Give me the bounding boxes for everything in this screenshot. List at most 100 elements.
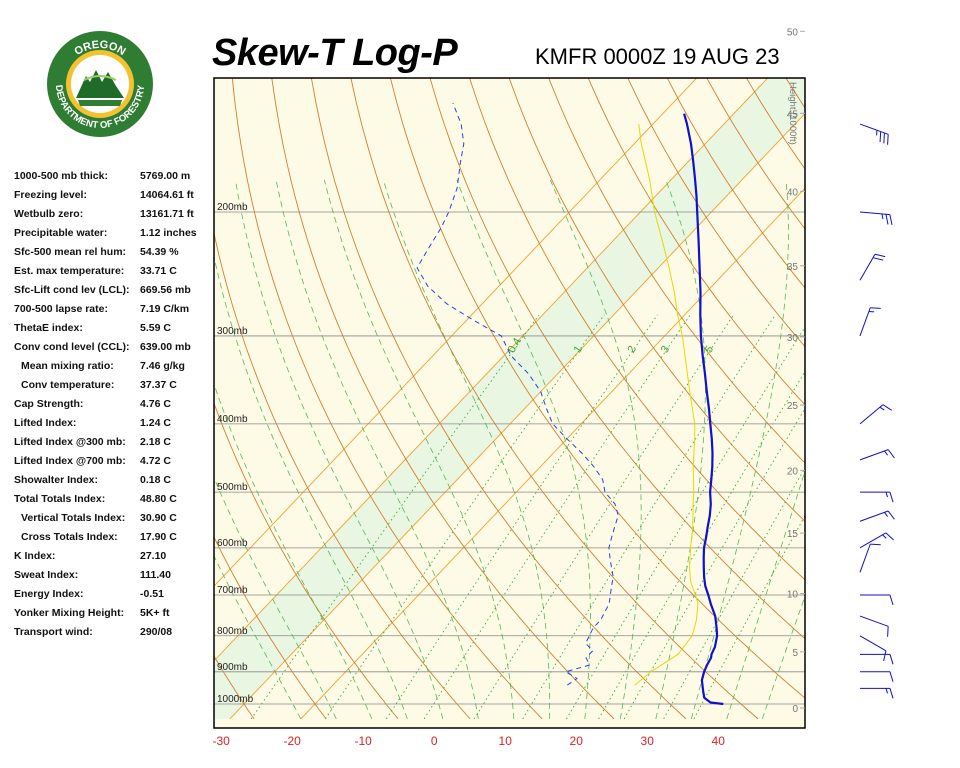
sounding-indices-panel: 1000-500 mb thick: 5769.00 m Freezing leve… <box>14 170 214 645</box>
index-label: Showalter Index: <box>14 474 99 486</box>
height-axis-label: Height (1000ft) <box>787 82 798 145</box>
index-row: 700-500 lapse rate: 7.19 C/km <box>14 303 214 322</box>
temperature-tick-label: 10 <box>499 734 513 748</box>
index-row: Est. max temperature: 33.71 C <box>14 265 214 284</box>
pressure-label: 600mb <box>217 538 248 549</box>
index-row: K Index: 27.10 <box>14 550 214 569</box>
isotherm-line <box>214 78 698 587</box>
mixing-ratio-label: 1 <box>572 344 585 355</box>
wind-barb <box>860 491 894 503</box>
height-tick-label: 35 <box>787 262 799 273</box>
index-label: Conv temperature: <box>21 379 115 391</box>
temperature-tick-label: 30 <box>641 734 655 748</box>
mixing-ratio-line <box>693 515 805 720</box>
dry-adiabat-line <box>587 78 805 406</box>
temperature-tick-label: -30 <box>213 734 231 748</box>
index-row: Yonker Mixing Height: 5K+ ft <box>14 607 214 626</box>
index-value: 30.90 C <box>140 512 177 524</box>
index-label: Freezing level: <box>14 189 87 201</box>
height-tick-label: 25 <box>787 401 799 412</box>
parcel-profile-line <box>634 124 699 686</box>
height-tick-label: 45 <box>787 109 799 120</box>
dry-adiabat-line <box>214 655 255 720</box>
index-value: 17.90 C <box>140 531 177 543</box>
temperature-tick-label: 40 <box>712 734 726 748</box>
index-label: Total Totals Index: <box>14 493 106 505</box>
index-label: 700-500 lapse rate: <box>14 303 108 315</box>
wind-barb <box>860 653 894 665</box>
index-row: Lifted Index: 1.24 C <box>14 417 214 436</box>
index-label: Lifted Index @700 mb: <box>14 455 126 467</box>
index-label: Vertical Totals Index: <box>21 512 126 524</box>
mixing-ratio-line <box>473 314 734 720</box>
index-value: 14064.61 ft <box>140 189 194 201</box>
station-time-label: KMFR 0000Z 19 AUG 23 <box>535 44 780 69</box>
pressure-label: 900mb <box>217 662 248 673</box>
index-label: Sweat Index: <box>14 569 79 581</box>
wind-barb <box>859 635 887 662</box>
moist-adiabat-line <box>214 476 337 720</box>
pressure-label: 400mb <box>217 414 248 425</box>
temperature-tick-label: -10 <box>355 734 373 748</box>
wind-barb <box>859 307 881 337</box>
index-value: 5K+ ft <box>140 607 170 619</box>
mixing-ratio-line <box>663 467 805 720</box>
index-label: Lifted Index @300 mb: <box>14 436 126 448</box>
dry-adiabat-line <box>429 78 805 640</box>
dry-adiabat-line <box>390 78 805 699</box>
dry-adiabat-line <box>231 78 543 720</box>
height-tick-label: 5 <box>792 648 798 659</box>
dry-adiabat-line <box>350 78 759 720</box>
index-value: 0.18 C <box>140 474 171 486</box>
height-tick-label: 15 <box>787 529 799 540</box>
dry-adiabat-line <box>926 0 960 719</box>
index-row: Sweat Index: 111.40 <box>14 569 214 588</box>
dry-adiabat-line <box>548 78 805 464</box>
index-row: 1000-500 mb thick: 5769.00 m <box>14 170 214 189</box>
height-tick-label: 0 <box>792 704 798 715</box>
index-value: 27.10 <box>140 550 167 562</box>
index-row: Conv temperature: 37.37 C <box>14 379 214 398</box>
moist-adiabat-line <box>323 179 515 719</box>
index-row: Transport wind: 290/08 <box>14 626 214 645</box>
index-value: 669.56 mb <box>140 284 191 296</box>
index-row: Cross Totals Index: 17.90 C <box>14 531 214 550</box>
wind-barb <box>859 211 893 225</box>
wind-barb <box>860 687 894 699</box>
index-value: 37.37 C <box>140 379 177 391</box>
index-value: -0.51 <box>140 588 164 600</box>
index-row: Energy Index: -0.51 <box>14 588 214 607</box>
height-tick-label: 50 <box>787 27 799 38</box>
pressure-label: 800mb <box>217 626 248 637</box>
height-tick-label: 10 <box>787 590 799 601</box>
moist-adiabat-line <box>214 383 373 720</box>
index-value: 54.39 % <box>140 246 179 258</box>
index-row: Wetbulb zero: 13161.71 ft <box>14 208 214 227</box>
index-label: Yonker Mixing Height: <box>14 607 125 619</box>
temperature-tick-label: 20 <box>570 734 584 748</box>
index-label: Cap Strength: <box>14 398 84 410</box>
index-row: Sfc-500 mean rel hum: 54.39 % <box>14 246 214 265</box>
plot-frame <box>213 77 806 729</box>
moist-adiabat-line <box>382 179 550 719</box>
mixing-ratio-line <box>522 314 776 720</box>
temperature-tick-label: -20 <box>284 734 302 748</box>
dry-adiabat-line <box>508 78 805 522</box>
index-label: Wetbulb zero: <box>14 208 84 220</box>
wind-barb <box>859 253 886 281</box>
dry-adiabat-line <box>310 78 687 720</box>
pressure-label: 700mb <box>217 585 248 596</box>
moist-adiabat-line <box>655 179 706 719</box>
index-row: Mean mixing ratio: 7.46 g/kg <box>14 360 214 379</box>
moist-adiabat-line <box>549 179 642 719</box>
mixing-ratio-label: 3 <box>659 344 672 355</box>
moist-adiabat-line <box>275 179 479 719</box>
index-label: Cross Totals Index: <box>21 531 118 543</box>
index-value: 639.00 mb <box>140 341 191 353</box>
dry-adiabat-line <box>214 536 327 720</box>
index-label: 1000-500 mb thick: <box>14 170 108 182</box>
dry-adiabat-line <box>779 0 960 719</box>
pressure-label: 1000mb <box>217 694 254 705</box>
dry-adiabat-line <box>271 78 615 720</box>
dry-adiabat-line <box>214 231 471 720</box>
